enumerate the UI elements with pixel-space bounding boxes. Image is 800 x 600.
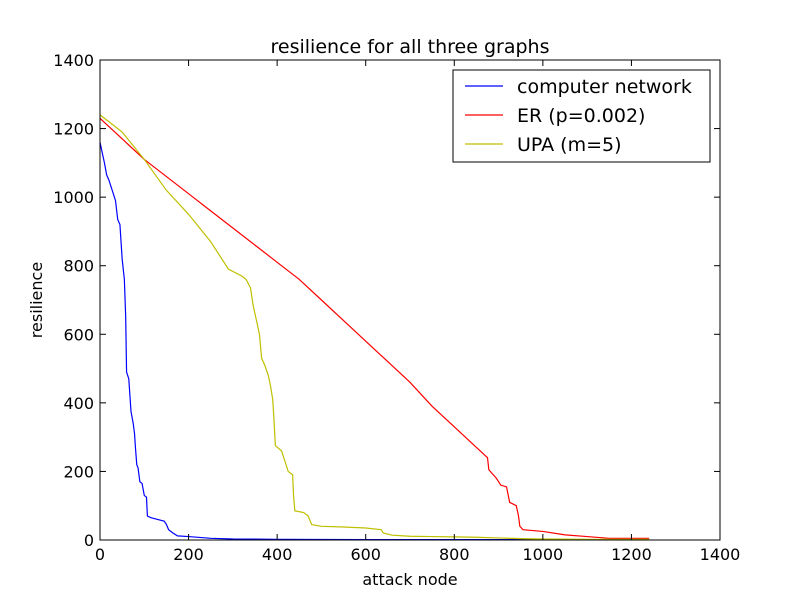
y-tick-label: 1000	[53, 188, 94, 207]
series-line-2	[99, 117, 650, 539]
y-tick-label: 400	[63, 394, 94, 413]
legend: computer network ER (p=0.002) UPA (m=5)	[452, 69, 711, 163]
y-tick-label: 1400	[53, 51, 94, 70]
y-tick-label: 200	[63, 462, 94, 481]
legend-box	[452, 69, 711, 163]
x-tick-label: 1400	[700, 545, 741, 564]
legend-label: computer network	[517, 76, 692, 98]
x-tick-label: 0	[95, 545, 105, 564]
chart-title: resilience for all three graphs	[271, 36, 550, 58]
legend-label: ER (p=0.002)	[517, 105, 645, 127]
y-tick-label: 0	[84, 531, 94, 550]
x-tick-label: 400	[262, 545, 293, 564]
x-tick-label: 800	[439, 545, 470, 564]
y-tick-label: 600	[63, 325, 94, 344]
series-line-1	[99, 142, 650, 541]
ticks-layer: 0 200 400 600 800 1000 1200 1400 0 200 400 600 800 10…	[53, 51, 740, 564]
x-tick-label: 1000	[522, 545, 563, 564]
series-layer	[99, 114, 650, 541]
plot-frame	[99, 59, 721, 541]
legend-label: UPA (m=5)	[517, 134, 622, 156]
y-tick-label: 800	[63, 257, 94, 276]
x-axis-label: attack node	[362, 570, 457, 589]
y-tick-label: 1200	[53, 120, 94, 139]
x-tick-label: 200	[173, 545, 204, 564]
y-axis-label: resilience	[27, 262, 46, 338]
x-tick-label: 600	[350, 545, 381, 564]
series-line-3	[99, 114, 650, 540]
x-tick-label: 1200	[611, 545, 652, 564]
